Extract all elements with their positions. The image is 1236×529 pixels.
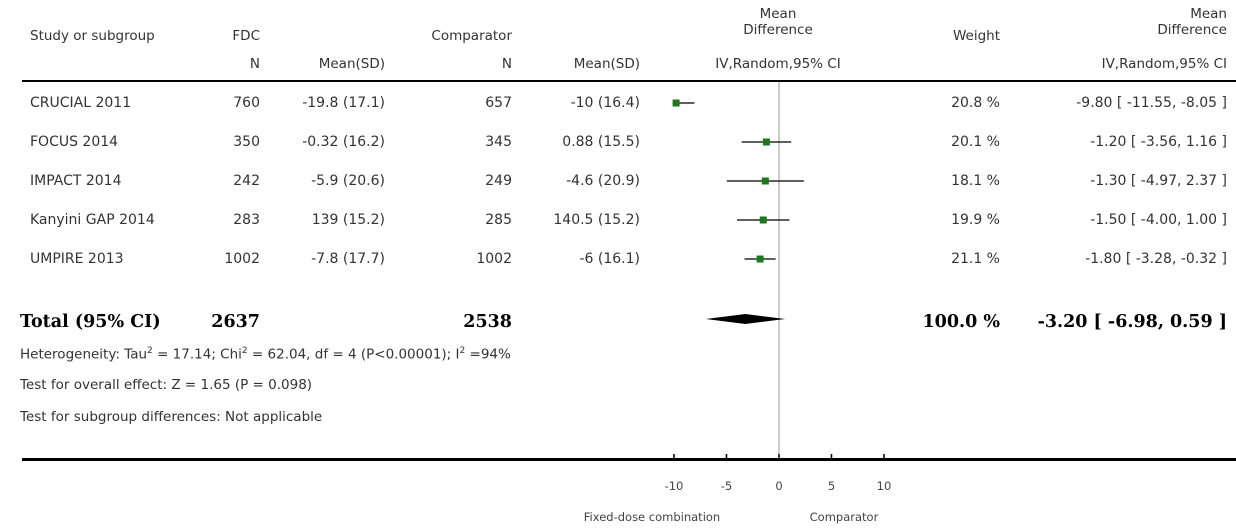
header-md2-line2: Difference — [1157, 22, 1227, 38]
row-mean-sd2: 0.88 (15.5) — [562, 134, 640, 150]
axis-tick-label: 0 — [775, 479, 782, 493]
row-ci: -1.50 [ -4.00, 1.00 ] — [1090, 212, 1227, 228]
axis-left-label: Fixed-dose combination — [584, 510, 720, 524]
row-weight: 19.9 % — [951, 212, 1000, 228]
het-sup3: 2 — [459, 346, 466, 356]
total-n1: 2637 — [211, 312, 260, 332]
het-a: Heterogeneity: Tau — [20, 346, 148, 363]
header-fdc: FDC — [232, 28, 260, 44]
row-n1: 350 — [233, 134, 260, 150]
point-estimate — [756, 255, 764, 263]
row-n1: 283 — [233, 212, 260, 228]
axis-tick-label: 10 — [877, 479, 892, 493]
row-ci: -1.80 [ -3.28, -0.32 ] — [1085, 251, 1227, 267]
row-n1: 1002 — [224, 251, 260, 267]
row-weight: 20.1 % — [951, 134, 1000, 150]
row-mean-sd1: 139 (15.2) — [311, 212, 385, 228]
row-mean-sd1: -19.8 (17.1) — [302, 95, 385, 111]
row-weight: 18.1 % — [951, 173, 1000, 189]
header-mean-sd2: Mean(SD) — [573, 56, 640, 72]
header-md-line2: Difference — [743, 22, 813, 38]
row-mean-sd2: -10 (16.4) — [570, 95, 640, 111]
row-mean-sd2: 140.5 (15.2) — [553, 212, 640, 228]
subgroup-text: Test for subgroup differences: Not appli… — [20, 409, 323, 425]
overall-effect-text: Test for overall effect: Z = 1.65 (P = 0… — [20, 377, 313, 393]
row-mean-sd1: -5.9 (20.6) — [311, 173, 385, 189]
row-n2: 345 — [485, 134, 512, 150]
row-mean-sd1: -7.8 (17.7) — [311, 251, 385, 267]
header-mean-sd1: Mean(SD) — [318, 56, 385, 72]
point-estimate — [672, 99, 680, 107]
row-mean-sd2: -4.6 (20.9) — [566, 173, 640, 189]
row-study: Kanyini GAP 2014 — [30, 212, 155, 228]
header-weight: Weight — [952, 28, 1000, 44]
row-n2: 1002 — [476, 251, 512, 267]
row-n2: 249 — [485, 173, 512, 189]
row-study: UMPIRE 2013 — [30, 251, 124, 267]
row-n2: 657 — [485, 95, 512, 111]
pooled-diamond — [705, 314, 786, 324]
row-weight: 20.8 % — [951, 95, 1000, 111]
bottom-rule — [22, 458, 1236, 461]
row-n1: 760 — [233, 95, 260, 111]
row-weight: 21.1 % — [951, 251, 1000, 267]
row-ci: -1.30 [ -4.97, 2.37 ] — [1090, 173, 1227, 189]
row-study: IMPACT 2014 — [30, 173, 122, 189]
row-ci: -1.20 [ -3.56, 1.16 ] — [1090, 134, 1227, 150]
row-n1: 242 — [233, 173, 260, 189]
row-n2: 285 — [485, 212, 512, 228]
total-n2: 2538 — [463, 312, 512, 332]
total-weight: 100.0 % — [922, 312, 1000, 332]
het-sup2: 2 — [241, 346, 248, 356]
axis-tick-label: -5 — [721, 479, 732, 493]
point-estimate — [761, 177, 769, 185]
row-study: CRUCIAL 2011 — [30, 95, 132, 111]
het-b: = 17.14; Chi — [152, 346, 242, 363]
header-method-col: IV,Random,95% CI — [1101, 56, 1227, 72]
point-estimate — [759, 216, 767, 224]
het-sup1: 2 — [147, 346, 153, 356]
header-md-line1: Mean — [759, 6, 797, 22]
row-mean-sd2: -6 (16.1) — [579, 251, 640, 267]
header-study: Study or subgroup — [30, 28, 155, 44]
row-ci: -9.80 [ -11.55, -8.05 ] — [1076, 95, 1227, 111]
header-method-plot: IV,Random,95% CI — [715, 56, 841, 72]
header-comparator: Comparator — [431, 28, 512, 44]
axis-right-label: Comparator — [810, 510, 879, 524]
axis-tick-label: 5 — [828, 479, 835, 493]
axis-tick-label: -10 — [665, 479, 684, 493]
het-d: =94% — [465, 346, 511, 363]
total-label: Total (95% CI) — [20, 312, 161, 332]
header-rule — [22, 80, 1236, 82]
row-mean-sd1: -0.32 (16.2) — [302, 134, 385, 150]
header-n1: N — [249, 56, 260, 72]
header-n2: N — [501, 56, 512, 72]
het-c: = 62.04, df = 4 (P<0.00001); I — [247, 346, 460, 363]
heterogeneity-text: Heterogeneity: Tau2 = 17.14; Chi2 = 62.0… — [20, 346, 511, 363]
total-ci: -3.20 [ -6.98, 0.59 ] — [1037, 312, 1227, 332]
row-study: FOCUS 2014 — [30, 134, 119, 150]
header-md2-line1: Mean — [1190, 6, 1227, 22]
point-estimate — [762, 138, 770, 146]
